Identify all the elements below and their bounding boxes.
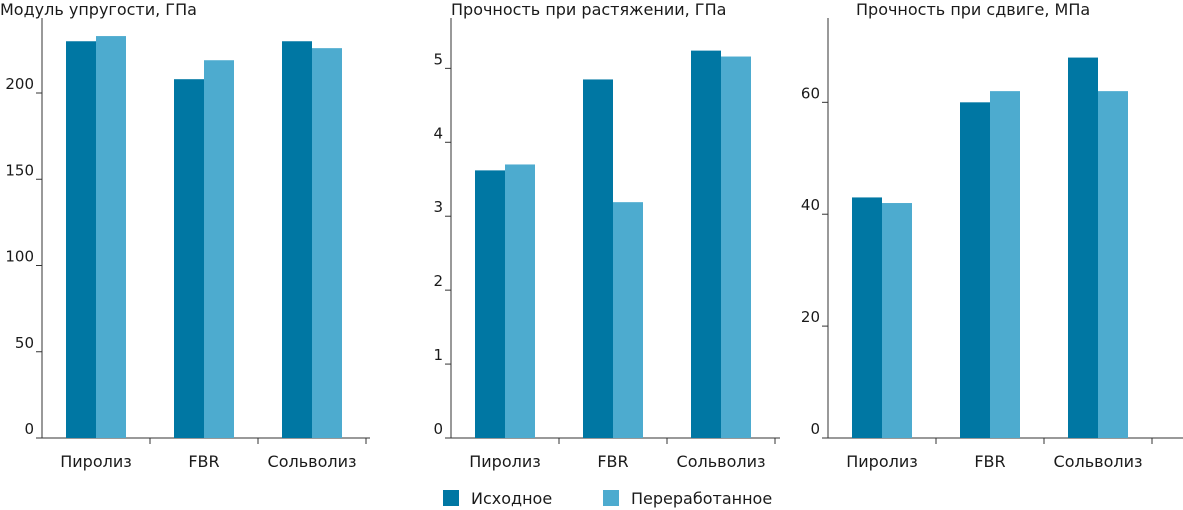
x-tick-label: Сольволиз: [268, 452, 357, 471]
legend-swatch-original: [443, 490, 459, 506]
x-tick-label: Сольволиз: [1054, 452, 1143, 471]
y-tick-label: 60: [801, 84, 820, 102]
y-tick-label: 150: [5, 161, 34, 179]
chart-title: Модуль упругости, ГПа: [0, 0, 197, 19]
y-tick-label: 100: [5, 248, 34, 266]
legend-swatch-recycled: [603, 490, 619, 506]
bar-original: [583, 79, 613, 439]
x-tick-label: Пиролиз: [846, 452, 918, 471]
bar-original: [66, 41, 96, 438]
x-tick-label: FBR: [188, 452, 219, 471]
bar-recycled: [990, 91, 1020, 438]
bar-recycled: [721, 56, 751, 439]
legend-item-original: Исходное: [443, 486, 552, 510]
bar-original: [282, 41, 312, 438]
y-tick-label: 0: [24, 420, 34, 438]
y-tick-label: 50: [15, 334, 34, 352]
bar-recycled: [505, 164, 535, 438]
bar-recycled: [613, 202, 643, 438]
x-tick-label: FBR: [974, 452, 1005, 471]
legend-label-original: Исходное: [471, 488, 553, 508]
chart-title: Прочность при сдвиге, МПа: [856, 0, 1090, 19]
y-tick-label: 0: [810, 420, 820, 438]
charts-canvas: Модуль упругости, ГПа050100150200Пиролиз…: [0, 0, 1183, 471]
legend-label-recycled: Переработанное: [631, 488, 773, 508]
bar-original: [852, 197, 882, 438]
bar-recycled: [1098, 91, 1128, 438]
y-tick-label: 3: [433, 198, 443, 216]
x-tick-label: FBR: [597, 452, 628, 471]
bar-recycled: [204, 60, 234, 438]
x-tick-label: Пиролиз: [60, 452, 132, 471]
bar-recycled: [882, 203, 912, 438]
bar-original: [960, 102, 990, 438]
bar-recycled: [312, 48, 342, 439]
x-tick-label: Сольволиз: [677, 452, 766, 471]
y-tick-label: 0: [433, 420, 443, 438]
x-tick-label: Пиролиз: [469, 452, 541, 471]
y-tick-label: 200: [5, 75, 34, 93]
bar-original: [1068, 57, 1098, 438]
bar-original: [691, 50, 721, 438]
y-tick-label: 2: [433, 272, 443, 290]
legend-item-recycled: Переработанное: [603, 486, 772, 510]
y-tick-label: 1: [433, 346, 443, 364]
bar-original: [475, 170, 505, 438]
y-tick-label: 4: [433, 124, 443, 142]
y-tick-label: 20: [801, 308, 820, 326]
chart-title: Прочность при растяжении, ГПа: [451, 0, 726, 19]
legend: Исходное Переработанное: [0, 486, 1183, 510]
bar-recycled: [96, 36, 126, 438]
y-tick-label: 5: [433, 50, 443, 68]
y-tick-label: 40: [801, 196, 820, 214]
bar-original: [174, 79, 204, 438]
